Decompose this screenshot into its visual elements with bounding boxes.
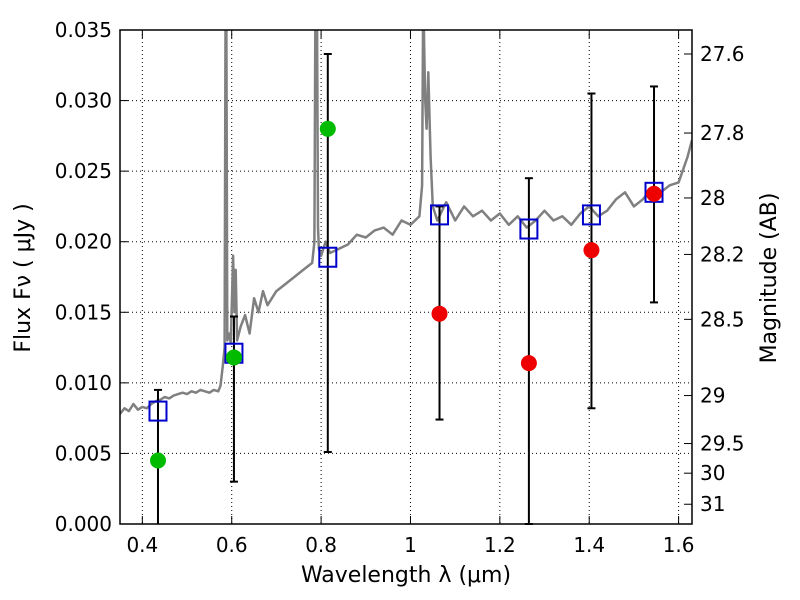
template-spectrum <box>120 30 692 415</box>
y2-tick-label: 28 <box>700 186 725 210</box>
detection-point <box>225 349 242 366</box>
grid-lines <box>120 30 692 524</box>
axis-ticks <box>120 29 692 525</box>
spectrum-line <box>120 30 692 415</box>
x-tick-label: 1 <box>404 533 417 557</box>
model-square-point <box>581 204 601 226</box>
y2-tick-label: 28.2 <box>700 242 745 266</box>
detection-point <box>149 452 166 469</box>
model-square-point <box>430 204 450 226</box>
x-tick-label: 1.2 <box>484 533 516 557</box>
model-square-point <box>644 181 664 203</box>
y-tick-label: 0.025 <box>55 159 112 183</box>
x-tick-label: 1.6 <box>663 533 695 557</box>
y2-tick-label: 27.6 <box>700 42 745 66</box>
x-tick-label: 0.4 <box>126 533 158 557</box>
x-tick-label: 1.4 <box>573 533 605 557</box>
y-tick-label: 0.015 <box>55 300 112 324</box>
model-square-point <box>148 400 168 422</box>
y2-tick-label: 27.8 <box>700 121 745 145</box>
y2-tick-label: 30 <box>700 461 725 485</box>
model-square-point <box>519 218 539 240</box>
y2-tick-label: 29 <box>700 384 725 408</box>
limit-point <box>583 242 600 259</box>
x-axis-label: Wavelength λ (μm) <box>301 563 511 588</box>
plot-frame <box>119 29 693 525</box>
y2-axis-label: Magnitude (AB) <box>757 193 782 364</box>
limit-point <box>431 305 448 322</box>
y2-tick-label: 28.5 <box>700 307 745 331</box>
data-markers <box>148 120 664 469</box>
x-tick-label: 0.8 <box>305 533 337 557</box>
model-square-point <box>318 246 338 268</box>
x-tick-label: 0.6 <box>216 533 248 557</box>
error-bars <box>153 52 659 525</box>
y-tick-label: 0.035 <box>55 18 112 42</box>
y-tick-label: 0.030 <box>55 89 112 113</box>
tick-labels: 0.4 0.6 0.8 1 1.2 1.4 1.6 0.000 0.005 0.010 0.015 0… <box>55 18 745 557</box>
y-axis-label: Flux Fν ( μJy ) <box>11 203 36 352</box>
detection-point <box>319 120 336 137</box>
y-tick-label: 0.010 <box>55 371 112 395</box>
limit-point <box>646 185 663 202</box>
limit-point <box>520 355 537 372</box>
y2-tick-label: 29.5 <box>700 432 745 456</box>
y-tick-label: 0.020 <box>55 230 112 254</box>
y2-tick-label: 31 <box>700 492 725 516</box>
y-tick-label: 0.000 <box>55 512 112 536</box>
y-tick-label: 0.005 <box>55 441 112 465</box>
